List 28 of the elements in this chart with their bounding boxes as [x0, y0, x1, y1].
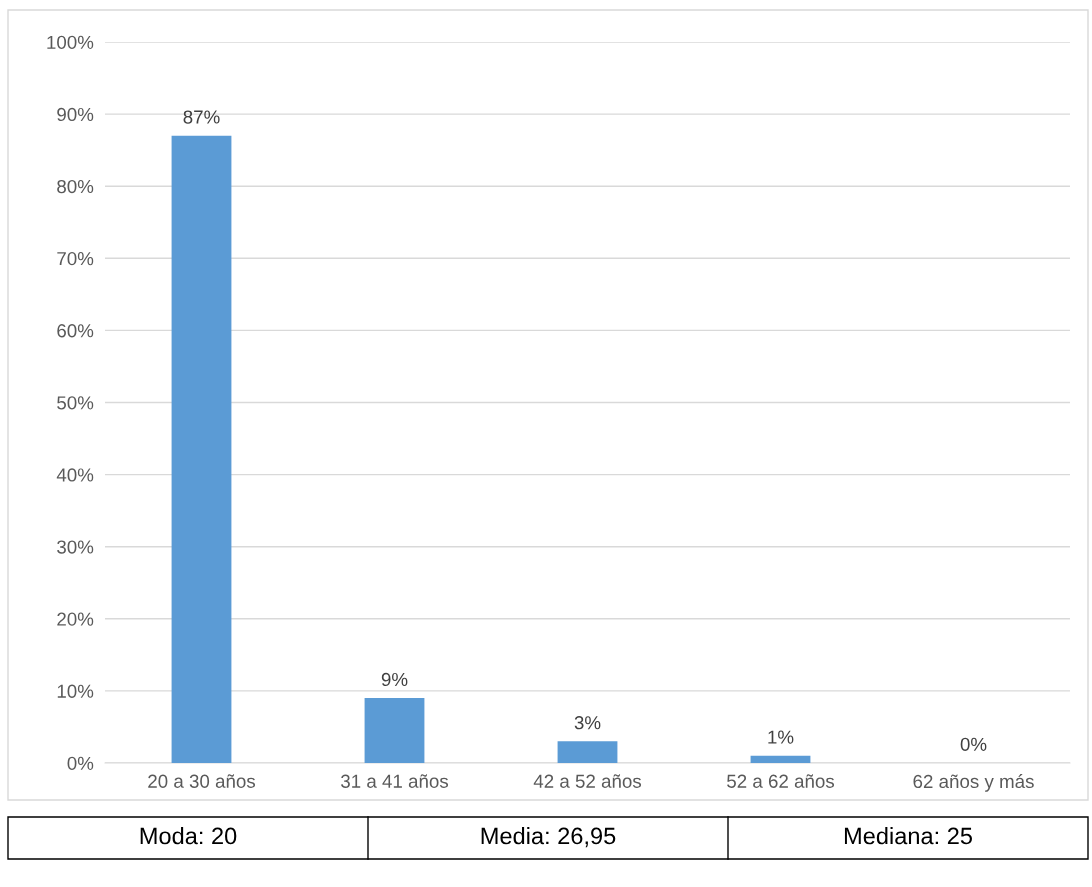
- y-tick-label: 60%: [57, 324, 94, 338]
- y-tick-label: 80%: [57, 179, 94, 194]
- y-tick-label: 90%: [57, 107, 94, 122]
- x-tick-label: 42 a 52 años: [533, 774, 642, 788]
- data-label: 1%: [768, 730, 794, 744]
- data-label: 87%: [183, 110, 220, 124]
- y-tick-label: 40%: [56, 468, 94, 482]
- y-tick-label: 100%: [47, 35, 94, 49]
- data-label: 3%: [574, 716, 601, 730]
- bar: [557, 741, 618, 763]
- text: Media: 26,95: [481, 826, 616, 848]
- x-tick-label: 20 a 30 años: [148, 774, 256, 788]
- bar: [171, 135, 232, 763]
- x-tick-label: 31 a 41 años: [341, 774, 449, 788]
- y-tick-label: 70%: [57, 252, 94, 266]
- y-tick-label: 20%: [57, 612, 94, 626]
- y-tick-label: 30%: [57, 540, 94, 554]
- x-tick-label: 52 a 62 años: [727, 774, 835, 788]
- y-tick-label: 10%: [57, 684, 94, 698]
- text: Mediana: 25: [844, 826, 972, 845]
- x-tick-label: 62 años y más: [913, 774, 1034, 792]
- data-label: 9%: [381, 672, 408, 687]
- text: Moda: 20: [140, 826, 237, 845]
- bar: [750, 755, 811, 763]
- y-tick-label: 50%: [57, 396, 94, 410]
- data-label: 0%: [960, 737, 987, 751]
- bar: [364, 698, 425, 763]
- y-tick-label: 0%: [67, 756, 94, 770]
